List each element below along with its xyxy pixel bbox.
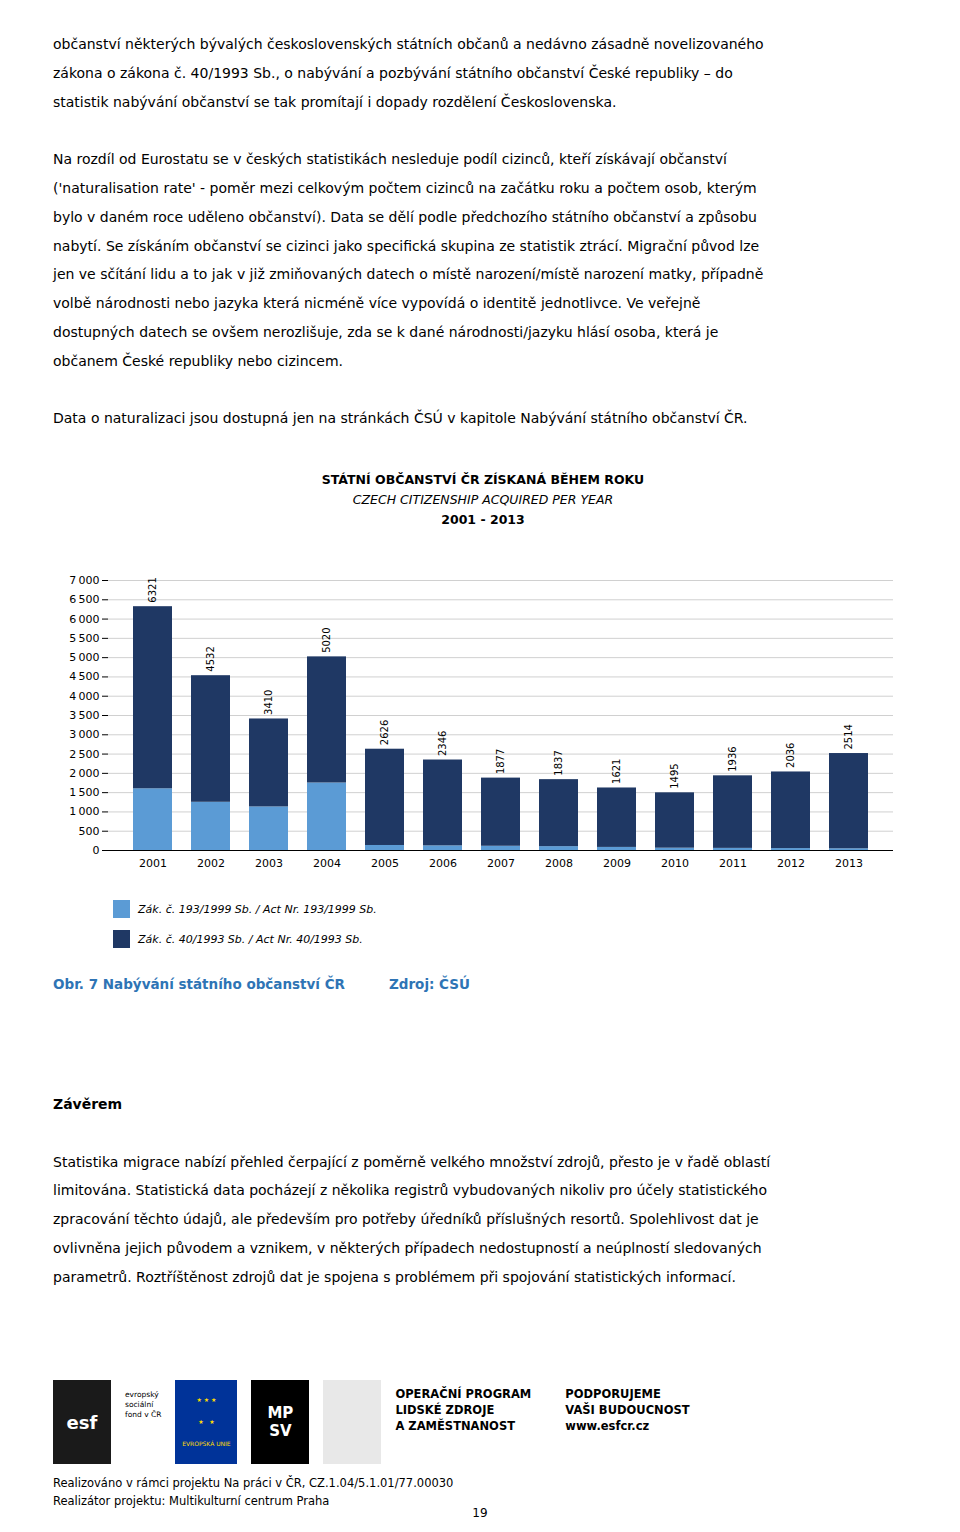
svg-text:2011: 2011 xyxy=(719,857,747,870)
svg-text:1877: 1877 xyxy=(495,749,506,774)
html-text:statistik nabývání občanství s: statistik nabývání občanství se tak prom… xyxy=(53,93,617,110)
svg-text:4 500: 4 500 xyxy=(69,670,99,683)
svg-text:2036: 2036 xyxy=(785,743,796,768)
svg-text:6 000: 6 000 xyxy=(69,613,99,626)
html-text:parametrů. Roztříštěnost zdroj: parametrů. Roztříštěnost zdrojů dat je s… xyxy=(53,1268,736,1285)
svg-text:2346: 2346 xyxy=(437,731,448,756)
html-text:Zák. č. 193/1999 Sb. / Act Nr.: Zák. č. 193/1999 Sb. / Act Nr. 193/1999 … xyxy=(138,902,377,916)
svg-text:1936: 1936 xyxy=(727,746,738,771)
html-text:STÁTNÍ OBČANSTVÍ ČR ZÍSKANÁ BĚ: STÁTNÍ OBČANSTVÍ ČR ZÍSKANÁ BĚHEM ROKU xyxy=(321,472,645,487)
html-text:MP SV: MP SV xyxy=(267,1404,294,1440)
html-text:Data o naturalizaci jsou dostu: Data o naturalizaci jsou dostupná jen na… xyxy=(53,410,748,427)
svg-text:5 500: 5 500 xyxy=(69,632,99,645)
html-text:Realizováno v rámci projektu N: Realizováno v rámci projektu Na práci v … xyxy=(53,1476,454,1490)
svg-text:2010: 2010 xyxy=(661,857,689,870)
svg-text:6321: 6321 xyxy=(147,577,158,602)
html-text:jen ve sčítání lidu a to jak v: jen ve sčítání lidu a to jak v již zmiňo… xyxy=(53,266,764,283)
svg-text:1 000: 1 000 xyxy=(69,805,99,818)
html-text:občanem České republiky nebo c: občanem České republiky nebo cizincem. xyxy=(53,352,343,369)
svg-text:0: 0 xyxy=(93,844,100,857)
svg-text:2 500: 2 500 xyxy=(69,748,99,761)
svg-text:4 000: 4 000 xyxy=(69,690,99,703)
svg-text:2013: 2013 xyxy=(835,857,863,870)
svg-text:2006: 2006 xyxy=(429,857,457,870)
html-text:evropský sociální fond v ČR: evropský sociální fond v ČR xyxy=(125,1390,162,1419)
svg-text:2001: 2001 xyxy=(139,857,167,870)
svg-text:7 000: 7 000 xyxy=(69,574,99,587)
html-text:PODPORUJEME VAŠI BUDOUCNOST ww: PODPORUJEME VAŠI BUDOUCNOST www.esfcr.cz xyxy=(565,1387,690,1433)
html-text:zákona o zákona č. 40/1993 Sb.: zákona o zákona č. 40/1993 Sb., o nabývá… xyxy=(53,64,733,81)
svg-text:2007: 2007 xyxy=(487,857,515,870)
svg-text:6 500: 6 500 xyxy=(69,593,99,606)
html-text:Realizátor projektu: Multikult: Realizátor projektu: Multikulturní centr… xyxy=(53,1494,330,1508)
html-text:ovlivněna jejich původem a vzn: ovlivněna jejich původem a vznikem, v ně… xyxy=(53,1240,762,1256)
svg-text:2626: 2626 xyxy=(379,720,390,745)
svg-text:1837: 1837 xyxy=(553,750,564,775)
html-text:občanství některých bývalých č: občanství některých bývalých českosloven… xyxy=(53,36,764,52)
html-text:Statistika migrace nabízí přeh: Statistika migrace nabízí přehled čerpaj… xyxy=(53,1153,771,1170)
svg-text:2012: 2012 xyxy=(777,857,805,870)
svg-text:1 500: 1 500 xyxy=(69,786,99,799)
svg-text:1621: 1621 xyxy=(611,759,622,784)
html-text:Obr. 7 Nabývání státního občan: Obr. 7 Nabývání státního občanství ČR xyxy=(53,976,345,992)
html-text:OPERAČNÍ PROGRAM LIDSKÉ ZDROJE: OPERAČNÍ PROGRAM LIDSKÉ ZDROJE A ZAMĚSTN… xyxy=(395,1387,532,1433)
svg-text:4532: 4532 xyxy=(205,646,216,671)
svg-text:2005: 2005 xyxy=(371,857,399,870)
html-text:esf: esf xyxy=(66,1411,98,1433)
html-text:CZECH CITIZENSHIP ACQUIRED PER: CZECH CITIZENSHIP ACQUIRED PER YEAR xyxy=(352,492,614,507)
html-text:Závěrem: Závěrem xyxy=(53,1096,123,1112)
html-text:Zdroj: ČSÚ: Zdroj: ČSÚ xyxy=(389,976,470,992)
svg-text:2009: 2009 xyxy=(603,857,631,870)
html-text:limitována. Statistická data p: limitována. Statistická data pocházejí z… xyxy=(53,1182,767,1199)
svg-text:5020: 5020 xyxy=(321,627,332,652)
html-text:dostupných datech se ovšem ner: dostupných datech se ovšem nerozlišuje, … xyxy=(53,324,719,340)
svg-text:2004: 2004 xyxy=(313,857,341,870)
html-text:zpracování těchto údajů, ale p: zpracování těchto údajů, ale především p… xyxy=(53,1211,759,1228)
svg-text:3 000: 3 000 xyxy=(69,728,99,741)
svg-text:3410: 3410 xyxy=(263,690,274,715)
svg-text:3 500: 3 500 xyxy=(69,709,99,722)
html-text:Na rozdíl od Eurostatu se v če: Na rozdíl od Eurostatu se v českých stat… xyxy=(53,151,727,168)
html-text:bylo v daném roce uděleno obča: bylo v daném roce uděleno občanství). Da… xyxy=(53,208,757,225)
svg-text:2 000: 2 000 xyxy=(69,767,99,780)
svg-text:500: 500 xyxy=(79,825,100,838)
svg-text:5 000: 5 000 xyxy=(69,651,99,664)
html-text:nabytí. Se získáním občanství: nabytí. Se získáním občanství se cizinci… xyxy=(53,237,760,254)
html-text:Zák. č. 40/1993 Sb. / Act Nr.: Zák. č. 40/1993 Sb. / Act Nr. 40/1993 Sb… xyxy=(138,932,363,946)
svg-text:2514: 2514 xyxy=(843,724,854,749)
svg-text:2008: 2008 xyxy=(545,857,573,870)
html-text:('naturalisation rate' - poměr: ('naturalisation rate' - poměr mezi celk… xyxy=(53,180,757,196)
html-text:2001 - 2013: 2001 - 2013 xyxy=(441,512,525,527)
html-text:volbě národnosti nebo jazyka k: volbě národnosti nebo jazyka která nicmé… xyxy=(53,295,701,312)
svg-text:1495: 1495 xyxy=(669,763,680,788)
html-text:19: 19 xyxy=(472,1506,488,1520)
html-text:★ ★ ★ ★ ★ EVROPSKÁ UNIE: ★ ★ ★ ★ ★ EVROPSKÁ UNIE xyxy=(182,1396,231,1447)
svg-text:2003: 2003 xyxy=(255,857,283,870)
svg-text:2002: 2002 xyxy=(197,857,225,870)
